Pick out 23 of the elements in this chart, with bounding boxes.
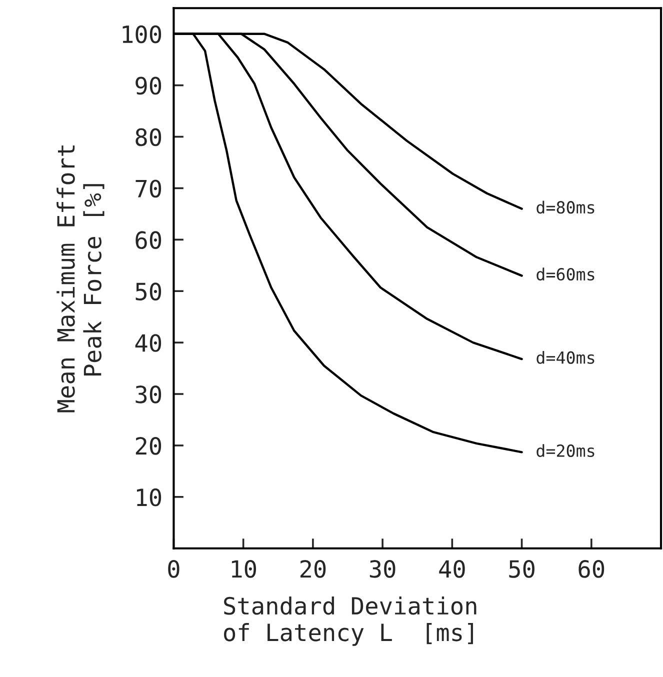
y-tick-label: 30 [136,386,162,404]
y-tick-label: 50 [136,282,162,300]
y-axis-title: Mean Maximum Effort Peak Force [%] [56,146,104,412]
y-tick-label: 80 [136,128,162,146]
series-label: d=60ms [536,268,594,281]
y-tick-label: 70 [136,180,162,198]
y-tick-label: 100 [122,25,162,44]
series-label: d=80ms [536,200,594,214]
y-tick-label: 20 [136,436,162,455]
y-tick-label: 40 [135,334,162,352]
y-tick-label: 60 [136,231,162,250]
y-tick-label: 10 [137,488,162,506]
x-tick-label: 40 [439,560,465,578]
x-tick-label: 50 [509,560,534,578]
y-tick-label: 90 [136,76,162,95]
x-tick-label: 30 [370,560,396,578]
x-axis-title: Standard Deviation of Latency L [ms] [224,596,476,646]
x-tick-label: 20 [300,560,326,578]
x-tick-label: 0 [168,560,180,578]
series-label: d=40ms [536,351,594,364]
series-label: d=20ms [536,444,594,458]
x-tick-label: 10 [232,560,256,578]
x-tick-label: 60 [578,560,604,578]
